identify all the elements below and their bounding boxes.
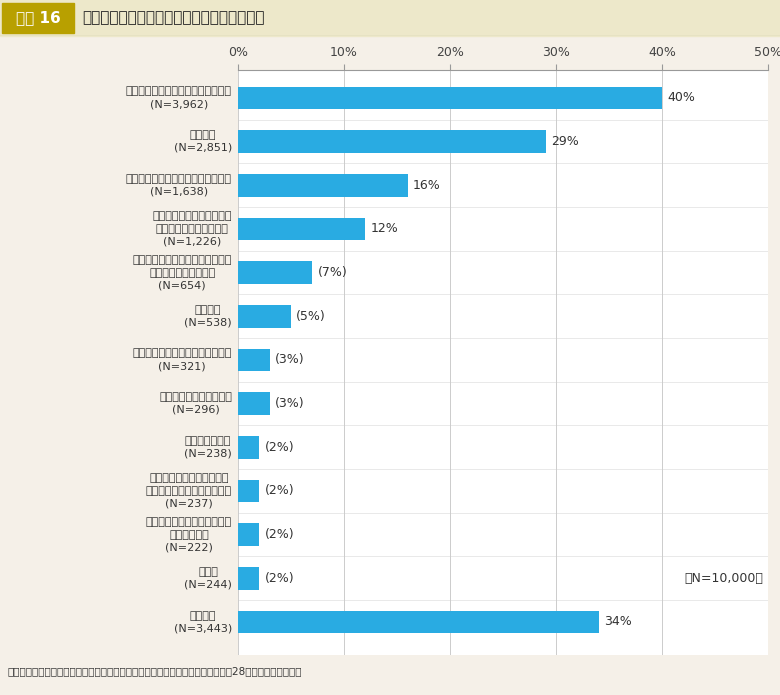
Text: 34%: 34% bbox=[604, 616, 632, 628]
Text: 図表 16: 図表 16 bbox=[16, 10, 61, 26]
Text: 利用している福祝施設の人
（職員や同じ施設の利用者）
(N=237): 利用している福祝施設の人 （職員や同じ施設の利用者） (N=237) bbox=[146, 473, 232, 509]
Text: (7%): (7%) bbox=[317, 266, 347, 279]
Bar bbox=[238, 87, 662, 109]
Bar bbox=[238, 130, 545, 153]
Bar bbox=[238, 567, 259, 589]
Text: (2%): (2%) bbox=[264, 441, 294, 454]
Text: 出典：内閣府「日常生活における防災に関する意識や活動についての調査（平成28年５月）」より作成: 出典：内閣府「日常生活における防災に関する意識や活動についての調査（平成28年５… bbox=[8, 667, 303, 676]
Bar bbox=[238, 218, 365, 240]
Text: (3%): (3%) bbox=[275, 354, 305, 366]
Text: (2%): (2%) bbox=[264, 572, 294, 584]
Text: (5%): (5%) bbox=[296, 310, 326, 322]
Text: 40%: 40% bbox=[668, 91, 696, 104]
Text: 職場・アルバイト先・パート先の人
(N=3,962): 職場・アルバイト先・パート先の人 (N=3,962) bbox=[126, 86, 232, 109]
Text: 日常的に意思疏通するグループ』複数回答』: 日常的に意思疏通するグループ』複数回答』 bbox=[82, 10, 264, 26]
Text: 保育園・幼稚園・小中学校などの
ママ友達（パパ友達）
(N=654): 保育園・幼稚園・小中学校などの ママ友達（パパ友達） (N=654) bbox=[133, 255, 232, 291]
Text: 』N=10,000』: 』N=10,000』 bbox=[684, 572, 763, 584]
Text: 学校の人
(N=538): 学校の人 (N=538) bbox=[184, 305, 232, 327]
Text: ヘルパー、ケアマネジャー、
民生児童委員
(N=222): ヘルパー、ケアマネジャー、 民生児童委員 (N=222) bbox=[146, 517, 232, 553]
Bar bbox=[238, 480, 259, 502]
Text: 商店街やスーパーの店員
(N=296): 商店街やスーパーの店員 (N=296) bbox=[159, 392, 232, 415]
Text: 居住地域の自主防災組織や
自治会・町内会などの人
(N=1,226): 居住地域の自主防災組織や 自治会・町内会などの人 (N=1,226) bbox=[152, 211, 232, 247]
Text: 近所の人
(N=2,851): 近所の人 (N=2,851) bbox=[174, 130, 232, 153]
Text: 趣味のグループやサークル活動の人
(N=1,638): 趣味のグループやサークル活動の人 (N=1,638) bbox=[126, 174, 232, 197]
Bar bbox=[238, 523, 259, 546]
Text: (2%): (2%) bbox=[264, 484, 294, 498]
Bar bbox=[238, 305, 291, 327]
Bar bbox=[238, 611, 598, 633]
Bar bbox=[238, 261, 312, 284]
Text: 特になし
(N=3,443): 特になし (N=3,443) bbox=[174, 610, 232, 633]
Text: 29%: 29% bbox=[551, 135, 579, 148]
Text: その他
(N=244): その他 (N=244) bbox=[184, 567, 232, 589]
Bar bbox=[238, 349, 270, 371]
Bar bbox=[238, 436, 259, 459]
Text: ボランティア活動を行っている人
(N=321): ボランティア活動を行っている人 (N=321) bbox=[133, 348, 232, 371]
Text: (2%): (2%) bbox=[264, 528, 294, 541]
Bar bbox=[2, 3, 74, 33]
Text: 12%: 12% bbox=[370, 222, 399, 236]
Bar bbox=[238, 392, 270, 415]
Text: コンビニの店員
(N=238): コンビニの店員 (N=238) bbox=[184, 436, 232, 459]
Bar bbox=[238, 174, 408, 197]
Text: 16%: 16% bbox=[413, 179, 441, 192]
Text: (3%): (3%) bbox=[275, 397, 305, 410]
